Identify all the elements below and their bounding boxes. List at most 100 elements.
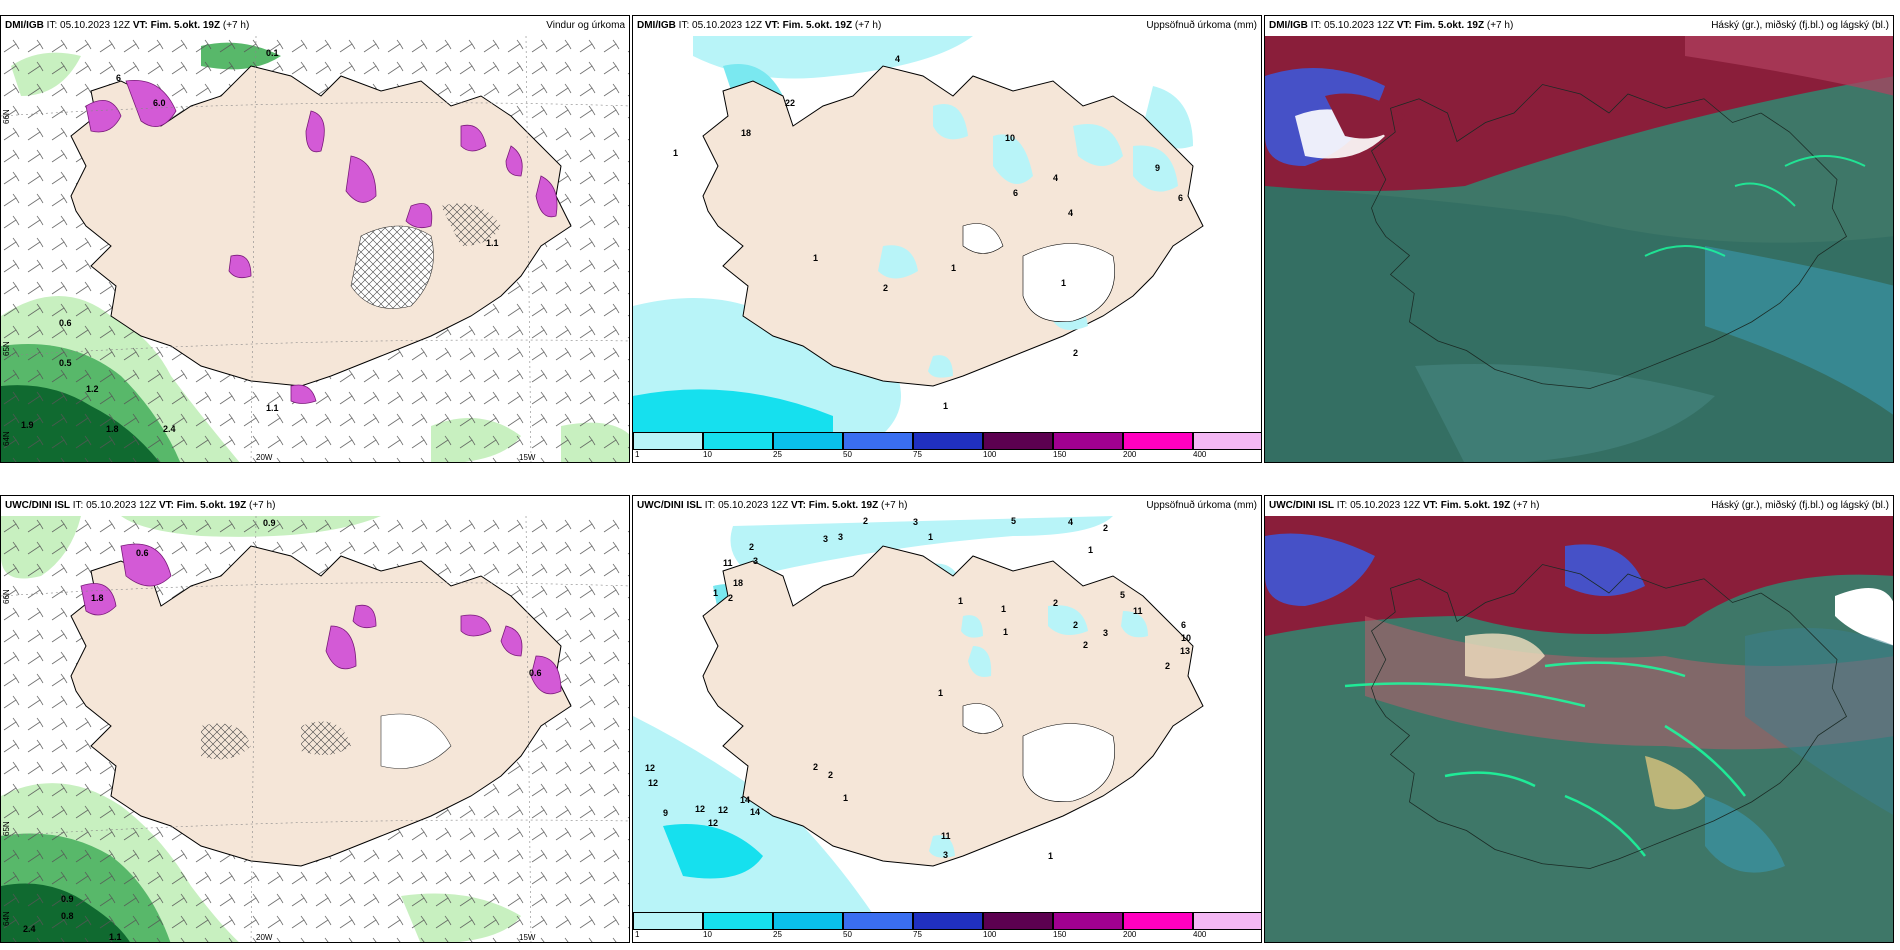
wind-value-label: 6 bbox=[116, 73, 121, 83]
precip-value-label: 1 bbox=[1003, 627, 1008, 637]
precip-value-label: 12 bbox=[648, 778, 658, 788]
source-label: UWC/DINI ISL bbox=[5, 500, 70, 511]
precip-value-label: 2 bbox=[883, 283, 888, 293]
colorbar: 1 10 25 50 75 100 150 200 400 bbox=[633, 432, 1261, 462]
precip-value-label: 4 bbox=[1068, 208, 1073, 218]
wind-value-label: 1.8 bbox=[91, 593, 104, 603]
precip-value-label: 3 bbox=[943, 850, 948, 860]
precip-value-label: 4 bbox=[895, 54, 900, 64]
lead-time: (+7 h) bbox=[1486, 20, 1514, 31]
init-time: IT: 05.10.2023 12Z bbox=[704, 500, 789, 511]
colorbar-tick: 75 bbox=[913, 450, 922, 459]
precip-value-label: 2 bbox=[863, 516, 868, 526]
precip-value-label: 14 bbox=[740, 795, 750, 805]
iceland-outline bbox=[1371, 564, 1847, 869]
wind-value-label: 2.4 bbox=[23, 924, 36, 934]
lead-time: (+7 h) bbox=[1513, 500, 1540, 511]
valid-time: VT: Fim. 5.okt. 19Z bbox=[764, 20, 853, 31]
precip-map-svg: 4 1 10 4 9 6 4 6 1 2 1 1 2 14 1 18 22 bbox=[633, 36, 1261, 434]
colorbar-cell bbox=[773, 432, 843, 450]
colorbar-tick: 10 bbox=[703, 450, 712, 459]
wind-value-label: 0.5 bbox=[59, 358, 72, 368]
wind-value-label: 0.6 bbox=[529, 668, 542, 678]
lat-label: 66N bbox=[2, 589, 11, 604]
lon-label: 20W bbox=[256, 453, 273, 462]
precip-value-label: 2 bbox=[828, 770, 833, 780]
wind-value-label: 1.1 bbox=[109, 932, 122, 942]
map-area[interactable] bbox=[1265, 36, 1893, 462]
colorbar-cell bbox=[773, 912, 843, 930]
lat-label: 65N bbox=[2, 341, 11, 356]
lead-time: (+7 h) bbox=[881, 500, 908, 511]
colorbar-cell bbox=[703, 912, 773, 930]
precip-value-label: 12 bbox=[695, 804, 705, 814]
lat-label: 65N bbox=[2, 821, 11, 836]
lon-label: 20W bbox=[256, 933, 273, 942]
precip-value-label: 1 bbox=[813, 253, 818, 263]
wind-value-label: 0.8 bbox=[61, 911, 74, 921]
lead-time: (+7 h) bbox=[854, 20, 882, 31]
precip-map-svg: 2 3 3 1 3 4 2 5 1 11 18 2 3 2 1 1 2 2 1 … bbox=[633, 516, 1261, 914]
wind-value-label: 1.1 bbox=[266, 403, 279, 413]
source-label: UWC/DINI ISL bbox=[637, 500, 702, 511]
precip-value-label: 2 bbox=[1165, 661, 1170, 671]
panel-dmi-wind: DMI/IGB IT: 05.10.2023 12Z VT: Fim. 5.ok… bbox=[0, 15, 630, 463]
init-time: IT: 05.10.2023 12Z bbox=[1336, 500, 1421, 511]
precip-value-label: 18 bbox=[733, 578, 743, 588]
precip-value-label: 11 bbox=[941, 831, 951, 841]
panel-title: Vindur og úrkoma bbox=[546, 20, 625, 31]
colorbar-cell bbox=[1193, 912, 1261, 930]
map-area[interactable]: 0.9 0.8 2.4 1.1 0.9 0.6 0.6 1.8 20W 15W … bbox=[1, 516, 629, 942]
valid-time: VT: Fim. 5.okt. 19Z bbox=[1422, 500, 1511, 511]
precip-value-label: 2 bbox=[813, 762, 818, 772]
precip-value-label: 13 bbox=[1180, 646, 1190, 656]
lon-label: 15W bbox=[519, 453, 536, 462]
colorbar-cell bbox=[1193, 432, 1261, 450]
colorbar-cell bbox=[843, 432, 913, 450]
colorbar-tick: 1 bbox=[635, 450, 640, 459]
panel-title: Uppsöfnuð úrkoma (mm) bbox=[1146, 20, 1257, 31]
precip-value-label: 1 bbox=[1088, 545, 1093, 555]
colorbar-tick: 150 bbox=[1053, 930, 1067, 939]
wind-value-label: 0.9 bbox=[61, 894, 74, 904]
precip-value-label: 1 bbox=[673, 148, 678, 158]
source-label: DMI/IGB bbox=[1269, 20, 1308, 31]
colorbar-cell bbox=[843, 912, 913, 930]
map-area[interactable]: 4 1 10 4 9 6 4 6 1 2 1 1 2 14 1 18 22 bbox=[633, 36, 1261, 462]
panel-dmi-clouds: DMI/IGB IT: 05.10.2023 12Z VT: Fim. 5.ok… bbox=[1264, 15, 1894, 463]
source-label: UWC/DINI ISL bbox=[1269, 500, 1334, 511]
colorbar-cell bbox=[913, 432, 983, 450]
precip-value-label: 2 bbox=[1073, 348, 1078, 358]
init-time: IT: 05.10.2023 12Z bbox=[678, 20, 763, 31]
panel-header: DMI/IGB IT: 05.10.2023 12Z VT: Fim. 5.ok… bbox=[1265, 16, 1893, 36]
lat-label: 66N bbox=[2, 109, 11, 124]
map-area[interactable]: 0.6 0.5 1.2 1.9 1.8 2.4 0.1 6 1.1 6.0 1.… bbox=[1, 36, 629, 462]
wind-map-svg: 0.6 0.5 1.2 1.9 1.8 2.4 0.1 6 1.1 6.0 1.… bbox=[1, 36, 629, 462]
lead-time: (+7 h) bbox=[249, 500, 276, 511]
wind-map-svg: 0.9 0.8 2.4 1.1 0.9 0.6 0.6 1.8 20W 15W … bbox=[1, 516, 629, 942]
valid-time: VT: Fim. 5.okt. 19Z bbox=[158, 500, 247, 511]
precip-value-label: 9 bbox=[663, 808, 668, 818]
precip-value-label: 3 bbox=[823, 534, 828, 544]
precip-value-label: 18 bbox=[741, 128, 751, 138]
precip-value-label: 1 bbox=[958, 596, 963, 606]
valid-time: VT: Fim. 5.okt. 19Z bbox=[1396, 20, 1485, 31]
init-time: IT: 05.10.2023 12Z bbox=[72, 500, 157, 511]
precip-value-label: 3 bbox=[1103, 628, 1108, 638]
panel-title: Uppsöfnuð úrkoma (mm) bbox=[1146, 500, 1257, 511]
colorbar-cell bbox=[1123, 912, 1193, 930]
colorbar-cell bbox=[1053, 912, 1123, 930]
source-label: DMI/IGB bbox=[5, 20, 44, 31]
colorbar-tick: 25 bbox=[773, 930, 782, 939]
precip-value-label: 1 bbox=[713, 588, 718, 598]
wind-value-label: 2.4 bbox=[163, 424, 176, 434]
wind-value-label: 0.6 bbox=[59, 318, 72, 328]
precip-value-label: 1 bbox=[928, 532, 933, 542]
wind-value-label: 1.8 bbox=[106, 424, 119, 434]
map-area[interactable] bbox=[1265, 516, 1893, 942]
panel-title: Háský (gr.), miðský (fj.bl.) og lágský (… bbox=[1711, 500, 1889, 511]
map-area[interactable]: 2 3 3 1 3 4 2 5 1 11 18 2 3 2 1 1 2 2 1 … bbox=[633, 516, 1261, 942]
precip-value-label: 4 bbox=[1053, 173, 1058, 183]
precip-value-label: 2 bbox=[1103, 523, 1108, 533]
colorbar-cell bbox=[703, 432, 773, 450]
